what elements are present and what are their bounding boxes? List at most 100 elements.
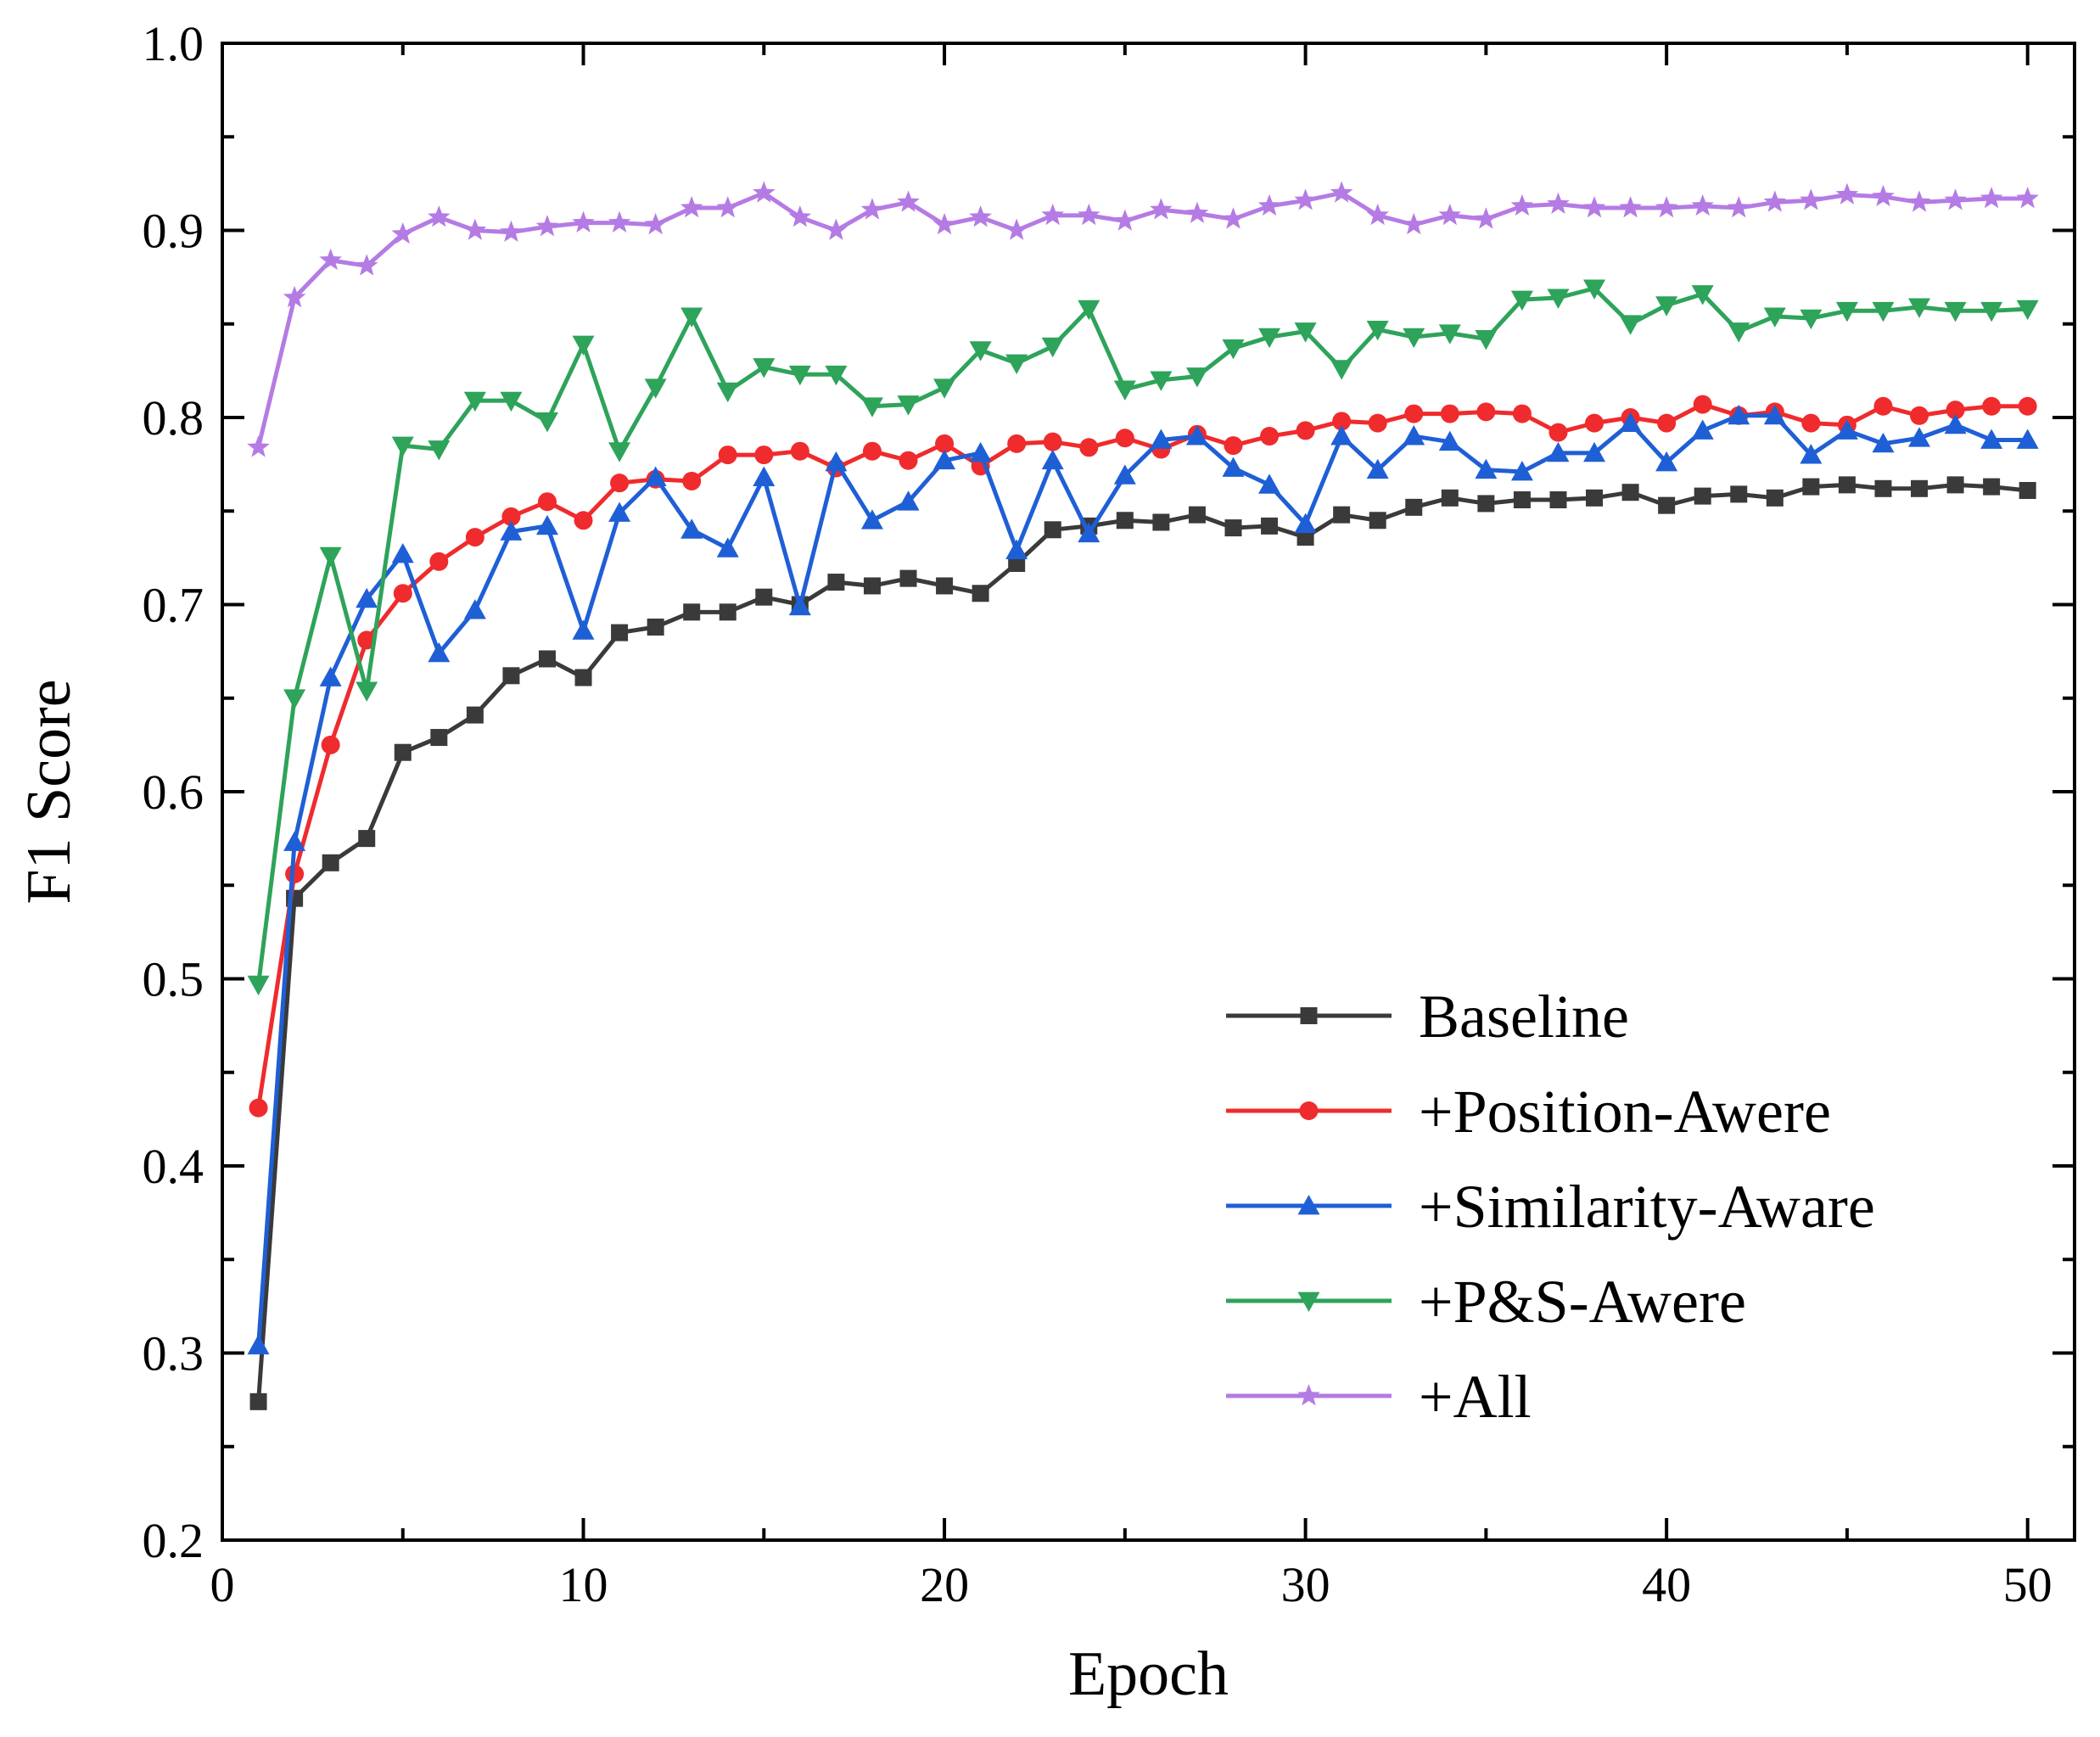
data-point	[825, 365, 848, 386]
data-point	[356, 587, 378, 608]
legend-item: +Position-Awere	[1226, 1078, 1831, 1146]
data-point	[1872, 184, 1895, 207]
data-point	[752, 181, 776, 203]
data-point	[1763, 404, 1786, 425]
series-2	[247, 404, 2039, 1355]
data-point	[1185, 367, 1208, 388]
data-point	[716, 196, 740, 218]
data-point	[863, 577, 881, 595]
data-point	[391, 221, 415, 244]
data-point	[1476, 402, 1496, 422]
data-point	[321, 735, 340, 754]
data-point	[1655, 296, 1678, 317]
data-point	[465, 528, 484, 547]
data-point	[1583, 279, 1606, 300]
data-point	[608, 442, 631, 462]
y-axis-title: F1 Score	[14, 679, 84, 904]
data-point	[1222, 457, 1245, 477]
data-point	[2016, 429, 2039, 449]
data-point	[463, 218, 487, 240]
data-point	[572, 335, 595, 356]
legend-label: +All	[1419, 1363, 1532, 1431]
data-point	[1691, 285, 1714, 305]
data-point	[1005, 539, 1028, 559]
data-point	[1658, 496, 1676, 514]
data-point	[644, 378, 667, 399]
data-point	[1403, 328, 1425, 349]
data-point	[1475, 207, 1498, 229]
data-point	[1258, 328, 1281, 349]
data-point	[1727, 196, 1750, 218]
data-point	[2016, 187, 2039, 209]
data-point	[430, 729, 448, 747]
series-4	[247, 181, 2039, 457]
legend-label: +P&S-Awere	[1419, 1268, 1746, 1336]
data-point	[1547, 289, 1570, 309]
data-point	[1766, 489, 1784, 507]
data-point	[788, 595, 811, 616]
data-point	[1475, 458, 1498, 479]
data-point	[1113, 209, 1137, 231]
legend-item: +P&S-Awere	[1226, 1268, 1746, 1336]
data-point	[969, 341, 992, 361]
data-point	[647, 618, 664, 636]
data-point	[1224, 519, 1242, 537]
data-point	[1583, 441, 1606, 462]
data-point	[1294, 188, 1317, 210]
data-point	[1079, 438, 1099, 457]
data-point	[936, 577, 954, 595]
data-point	[1261, 517, 1279, 535]
data-point	[1332, 412, 1352, 431]
data-point	[969, 441, 992, 462]
data-point	[611, 624, 629, 642]
data-point	[1980, 429, 2003, 449]
data-point	[1982, 396, 2002, 416]
data-point	[899, 569, 917, 587]
data-point	[1547, 441, 1570, 462]
y-tick-label: 0.4	[143, 1139, 204, 1194]
data-point	[932, 212, 956, 235]
data-point	[500, 520, 523, 541]
data-point	[897, 190, 920, 212]
data-point	[1728, 404, 1750, 425]
data-point	[1911, 479, 1929, 497]
data-point	[1041, 337, 1064, 358]
data-point	[969, 205, 992, 227]
data-point	[1043, 432, 1062, 451]
data-point	[1621, 484, 1639, 501]
data-point	[1330, 360, 1353, 380]
data-point	[463, 391, 486, 412]
data-point	[1224, 436, 1243, 456]
data-point	[753, 466, 776, 486]
data-point	[1946, 476, 1964, 494]
data-point	[1619, 315, 1642, 335]
series-0	[249, 476, 2036, 1410]
data-point	[1835, 182, 1859, 205]
data-point	[788, 205, 812, 227]
data-point	[680, 518, 703, 539]
data-point	[1910, 406, 1929, 425]
data-point	[897, 395, 920, 416]
data-point	[608, 501, 631, 522]
data-point	[1005, 218, 1028, 240]
data-point	[1294, 322, 1317, 343]
data-point	[1801, 413, 1821, 433]
data-point	[790, 441, 809, 461]
data-point	[1872, 301, 1895, 322]
data-point	[1655, 196, 1678, 218]
data-point	[249, 1098, 268, 1118]
data-point	[1548, 423, 1568, 442]
data-point	[825, 451, 848, 472]
data-point	[1330, 181, 1353, 203]
data-point	[429, 552, 449, 571]
series-1	[249, 395, 2037, 1118]
data-point	[682, 471, 702, 490]
y-tick-label: 0.7	[143, 578, 204, 633]
legend-label: +Similarity-Aware	[1419, 1173, 1875, 1241]
data-point	[2018, 396, 2037, 416]
data-point	[393, 584, 412, 603]
y-tick-label: 0.2	[143, 1513, 204, 1568]
data-point	[1510, 460, 1533, 481]
data-point	[1041, 203, 1065, 226]
data-point	[610, 473, 630, 493]
